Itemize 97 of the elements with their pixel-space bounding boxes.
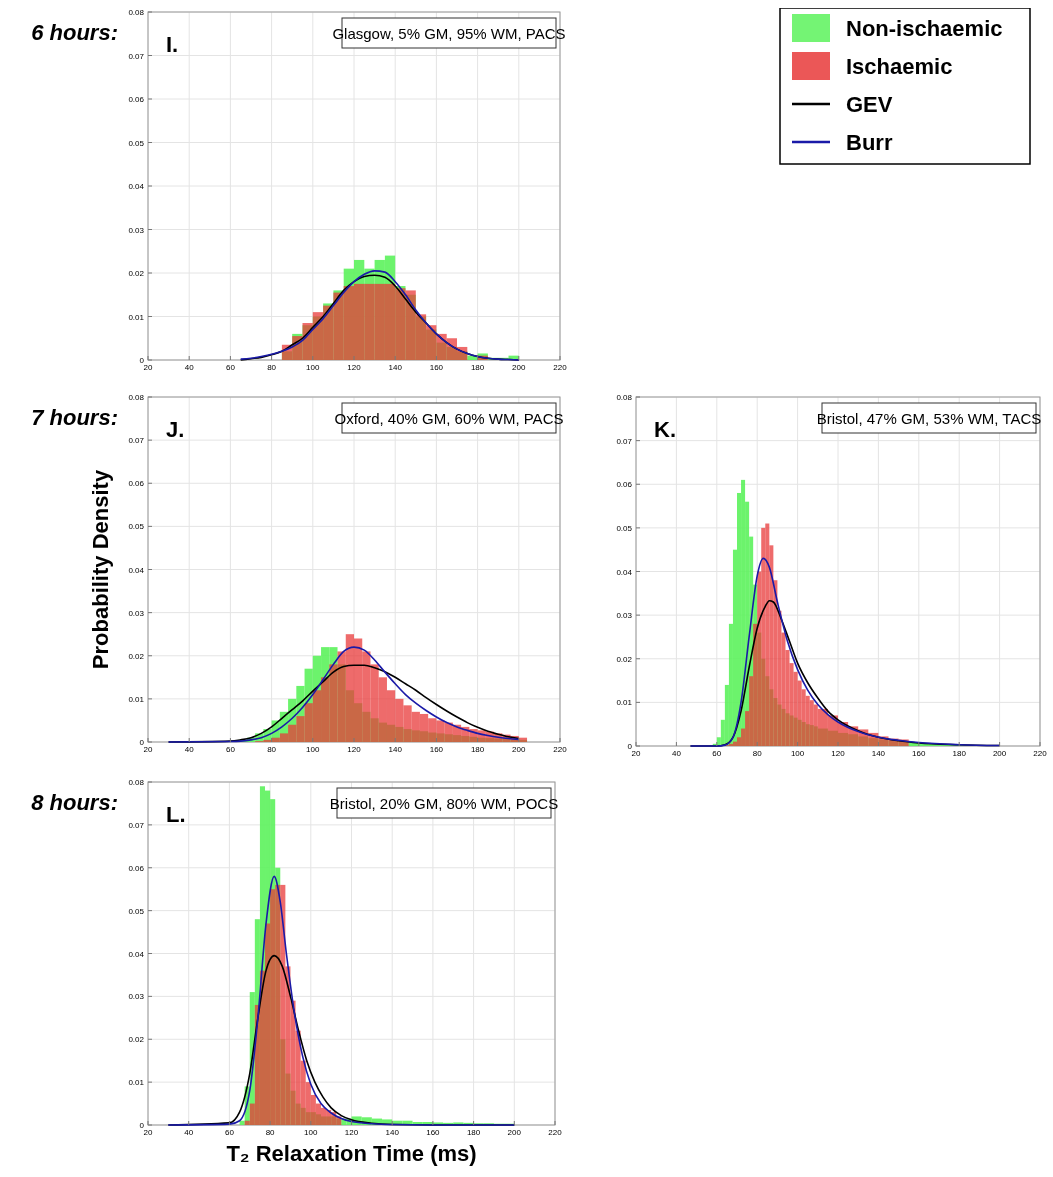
x-tick-label: 60 bbox=[712, 749, 722, 758]
y-tick-label: 0 bbox=[139, 1121, 145, 1130]
x-tick-label: 140 bbox=[385, 1128, 400, 1137]
x-tick-label: 40 bbox=[184, 363, 195, 372]
y-tick-label: 0.02 bbox=[616, 654, 633, 664]
x-tick-label: 20 bbox=[143, 745, 153, 754]
y-tick-label: 0.03 bbox=[128, 992, 145, 1002]
y-tick-label: 0.03 bbox=[616, 611, 633, 621]
y-tick-label: 0.06 bbox=[128, 95, 145, 104]
x-tick-label: 220 bbox=[1033, 749, 1048, 758]
x-tick-label: 160 bbox=[429, 745, 444, 754]
y-axis-title: Probability Density bbox=[88, 469, 113, 670]
chart-title: 8 hours: bbox=[31, 790, 118, 815]
annotation: Glasgow, 5% GM, 95% WM, PACS bbox=[332, 25, 566, 42]
x-tick-label: 20 bbox=[631, 749, 641, 758]
y-tick-label: 0.01 bbox=[128, 1078, 145, 1088]
x-tick-label: 200 bbox=[992, 749, 1007, 758]
annotation: J. bbox=[166, 417, 185, 442]
x-tick-label: 80 bbox=[265, 1128, 276, 1137]
y-tick-label: 0.06 bbox=[616, 480, 633, 490]
y-tick-label: 0.07 bbox=[128, 436, 145, 446]
x-tick-label: 140 bbox=[871, 749, 886, 758]
x-tick-label: 220 bbox=[548, 1128, 563, 1137]
y-tick-label: 0.06 bbox=[128, 479, 145, 489]
y-tick-label: 0 bbox=[139, 738, 145, 747]
x-tick-label: 120 bbox=[831, 749, 846, 758]
y-tick-label: 0.05 bbox=[128, 522, 145, 532]
x-tick-label: 220 bbox=[553, 363, 568, 372]
x-tick-label: 100 bbox=[306, 745, 321, 754]
y-tick-label: 0.05 bbox=[616, 523, 633, 533]
annotation: I. bbox=[166, 32, 179, 57]
y-tick-label: 0.02 bbox=[128, 1035, 145, 1045]
y-tick-label: 0.04 bbox=[128, 565, 145, 575]
x-tick-label: 160 bbox=[429, 363, 444, 372]
legend-label: Ischaemic bbox=[846, 54, 953, 79]
y-tick-label: 0.04 bbox=[616, 567, 633, 577]
y-tick-label: 0.08 bbox=[128, 393, 145, 402]
annotation: Bristol, 20% GM, 80% WM, POCS bbox=[329, 795, 559, 812]
chart-title: 6 hours: bbox=[31, 20, 118, 45]
y-tick-label: 0.08 bbox=[128, 778, 145, 787]
x-tick-label: 120 bbox=[347, 363, 362, 372]
x-tick-label: 180 bbox=[952, 749, 967, 758]
x-axis-title: T₂ Relaxation Time (ms) bbox=[226, 1141, 477, 1166]
x-tick-label: 100 bbox=[790, 749, 805, 758]
y-tick-label: 0 bbox=[627, 742, 633, 751]
x-tick-label: 80 bbox=[267, 363, 277, 372]
x-tick-label: 100 bbox=[306, 363, 321, 372]
y-tick-label: 0.07 bbox=[128, 51, 145, 61]
y-tick-label: 0.05 bbox=[128, 138, 145, 148]
annotation: L. bbox=[166, 802, 186, 827]
x-tick-label: 200 bbox=[507, 1128, 522, 1137]
x-tick-label: 180 bbox=[470, 745, 485, 754]
y-tick-label: 0.03 bbox=[128, 608, 145, 618]
legend-label: Non-ischaemic bbox=[846, 16, 1003, 41]
x-tick-label: 20 bbox=[143, 363, 153, 372]
y-tick-label: 0.04 bbox=[128, 949, 145, 959]
x-tick-label: 60 bbox=[225, 745, 236, 754]
y-tick-label: 0.07 bbox=[128, 820, 145, 830]
y-tick-label: 0.08 bbox=[616, 393, 633, 402]
x-tick-label: 140 bbox=[388, 363, 403, 372]
x-tick-label: 40 bbox=[184, 1128, 194, 1137]
x-tick-label: 180 bbox=[466, 1128, 481, 1137]
y-tick-label: 0.02 bbox=[128, 651, 145, 661]
x-tick-label: 80 bbox=[267, 745, 277, 754]
y-tick-label: 0 bbox=[139, 356, 145, 365]
x-tick-label: 200 bbox=[512, 363, 527, 372]
annotation: K. bbox=[654, 417, 676, 442]
x-tick-label: 160 bbox=[426, 1128, 441, 1137]
x-tick-label: 200 bbox=[512, 745, 527, 754]
legend-label: Burr bbox=[846, 130, 893, 155]
y-tick-label: 0.01 bbox=[616, 698, 633, 708]
x-tick-label: 80 bbox=[752, 749, 763, 758]
y-tick-label: 0.03 bbox=[128, 225, 145, 235]
y-tick-label: 0.07 bbox=[616, 436, 633, 446]
x-tick-label: 60 bbox=[225, 363, 236, 372]
y-tick-label: 0.01 bbox=[128, 694, 145, 704]
x-tick-label: 160 bbox=[912, 749, 927, 758]
x-tick-label: 120 bbox=[344, 1128, 359, 1137]
y-tick-label: 0.08 bbox=[128, 8, 145, 17]
x-tick-label: 100 bbox=[304, 1128, 319, 1137]
y-tick-label: 0.04 bbox=[128, 182, 145, 191]
x-tick-label: 180 bbox=[470, 363, 485, 372]
x-tick-label: 40 bbox=[184, 745, 195, 754]
y-tick-label: 0.06 bbox=[128, 863, 145, 873]
x-tick-label: 140 bbox=[388, 745, 403, 754]
x-tick-label: 220 bbox=[553, 745, 568, 754]
x-tick-label: 40 bbox=[671, 749, 682, 758]
x-tick-label: 120 bbox=[347, 745, 362, 754]
annotation: Bristol, 47% GM, 53% WM, TACS bbox=[816, 410, 1042, 427]
y-tick-label: 0.05 bbox=[128, 906, 145, 916]
y-tick-label: 0.02 bbox=[128, 269, 145, 278]
annotation: Oxford, 40% GM, 60% WM, PACS bbox=[334, 410, 564, 427]
chart-title: 7 hours: bbox=[31, 405, 118, 430]
y-tick-label: 0.01 bbox=[128, 312, 145, 322]
legend-label: GEV bbox=[846, 92, 893, 117]
x-tick-label: 20 bbox=[143, 1128, 153, 1137]
x-tick-label: 60 bbox=[224, 1128, 235, 1137]
